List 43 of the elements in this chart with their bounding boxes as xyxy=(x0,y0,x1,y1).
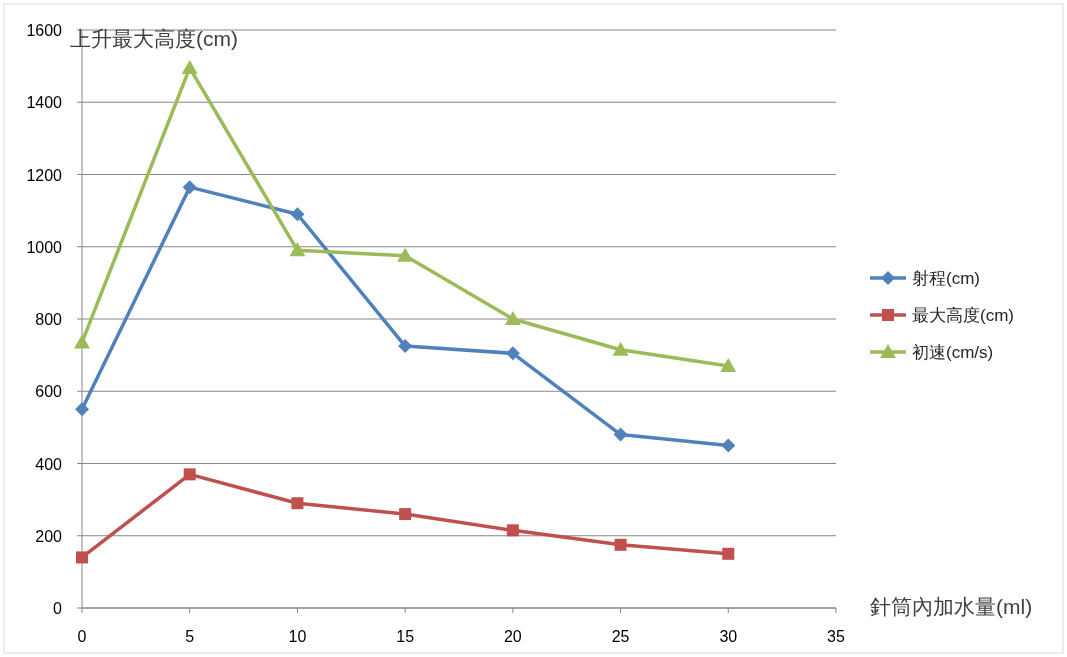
point xyxy=(289,242,306,257)
x-tick-label: 5 xyxy=(185,628,195,645)
x-tick-label: 20 xyxy=(503,628,522,645)
point xyxy=(398,339,413,354)
point xyxy=(181,59,198,74)
x-tick-label: 10 xyxy=(288,628,307,645)
x-tick-label: 25 xyxy=(611,628,630,645)
legend-label: 射程(cm) xyxy=(912,269,980,288)
x-tick-label: 30 xyxy=(719,628,738,645)
y-tick-label: 1000 xyxy=(26,238,63,256)
point xyxy=(76,551,88,564)
legend-label: 初速(cm/s) xyxy=(912,343,994,362)
point xyxy=(397,247,414,262)
point xyxy=(290,207,305,222)
y-tick-label: 600 xyxy=(35,383,63,401)
point xyxy=(506,524,519,537)
point xyxy=(75,402,89,417)
point xyxy=(612,341,629,356)
y-tick-label: 0 xyxy=(53,600,63,617)
point xyxy=(721,438,736,453)
x-tick-label: 15 xyxy=(396,628,415,645)
point xyxy=(614,538,627,551)
legend-label: 最大高度(cm) xyxy=(912,306,1014,325)
point xyxy=(182,180,197,195)
point xyxy=(504,311,521,325)
y-tick-label: 1200 xyxy=(26,166,63,184)
y-tick-label: 800 xyxy=(35,311,63,328)
point xyxy=(183,468,196,481)
x-tick-label: 0 xyxy=(77,628,87,645)
y-tick-label: 200 xyxy=(35,527,63,545)
point xyxy=(74,334,90,349)
point xyxy=(291,497,304,510)
point xyxy=(505,346,520,361)
point xyxy=(722,547,735,560)
x-tick-label: 35 xyxy=(827,628,845,645)
y-tick-label: 1400 xyxy=(26,94,63,112)
point xyxy=(613,427,628,442)
y-tick-label: 1600 xyxy=(26,22,63,39)
point xyxy=(399,508,412,521)
x-axis-title: 針筒內加水量(ml) xyxy=(870,595,1033,618)
y-axis-title: 上升最大高度(cm) xyxy=(70,27,238,50)
point xyxy=(720,357,737,372)
y-tick-label: 400 xyxy=(35,455,63,473)
